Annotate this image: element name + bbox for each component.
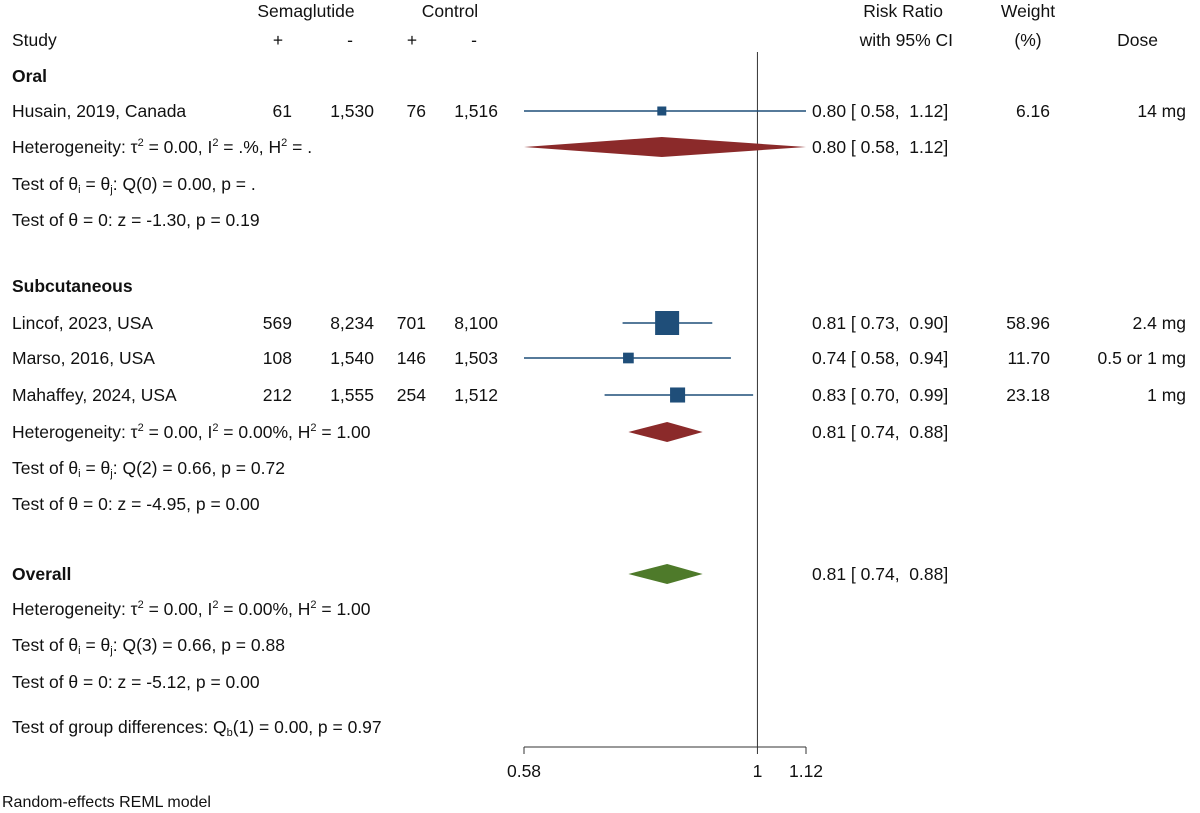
semaglutide-events: 212 bbox=[262, 385, 292, 405]
effect-test: Test of θ = 0: z = -4.95, p = 0.00 bbox=[12, 494, 260, 514]
semaglutide-events: 108 bbox=[262, 348, 292, 368]
risk-ratio-ci: 0.80 [ 0.58, 1.12] bbox=[812, 101, 949, 121]
overall-risk-ratio-ci: 0.81 [ 0.74, 0.88] bbox=[812, 564, 949, 584]
study-effect-marker bbox=[657, 106, 667, 116]
heterogeneity-stat: Heterogeneity: τ2 = 0.00, I2 = 0.00%, H2… bbox=[12, 422, 371, 442]
x-tick-label: 1 bbox=[753, 761, 763, 781]
weight-unit-header: (%) bbox=[1014, 30, 1042, 50]
ci-header: with 95% CI bbox=[859, 30, 953, 50]
group-difference-test: Test of group differences: Qb(1) = 0.00,… bbox=[12, 717, 382, 739]
control-minus-header: - bbox=[471, 30, 477, 50]
semaglutide-non-events: 1,540 bbox=[330, 348, 374, 368]
heterogeneity-stat: Heterogeneity: τ2 = 0.00, I2 = 0.00%, H2… bbox=[12, 599, 371, 619]
risk-ratio-ci: 0.81 [ 0.73, 0.90] bbox=[812, 313, 949, 333]
control-header: Control bbox=[421, 1, 479, 21]
effect-test: Test of θ = 0: z = -5.12, p = 0.00 bbox=[12, 672, 260, 692]
homogeneity-test: Test of θi = θj: Q(3) = 0.66, p = 0.88 bbox=[12, 635, 285, 657]
control-events: 701 bbox=[396, 313, 426, 333]
semaglutide-non-events: 1,530 bbox=[330, 101, 374, 121]
subcutaneous-pooled-diamond bbox=[628, 422, 703, 442]
control-non-events: 1,516 bbox=[454, 101, 498, 121]
study-name: Mahaffey, 2024, USA bbox=[12, 385, 177, 405]
study-header: Study bbox=[12, 30, 57, 50]
dose-value: 2.4 mg bbox=[1132, 313, 1187, 333]
subcutaneous-group-label: Subcutaneous bbox=[12, 276, 133, 296]
weight-value: 58.96 bbox=[1006, 313, 1050, 333]
semaglutide-non-events: 1,555 bbox=[330, 385, 374, 405]
effect-test: Test of θ = 0: z = -1.30, p = 0.19 bbox=[12, 210, 260, 230]
weight-value: 11.70 bbox=[1007, 348, 1051, 368]
semaglutide-plus-header: + bbox=[272, 30, 284, 50]
semaglutide-non-events: 8,234 bbox=[330, 313, 374, 333]
study-name: Marso, 2016, USA bbox=[12, 348, 155, 368]
heterogeneity-stat: Heterogeneity: τ2 = 0.00, I2 = .%, H2 = … bbox=[12, 137, 313, 157]
pooled-risk-ratio-ci: 0.81 [ 0.74, 0.88] bbox=[812, 422, 949, 442]
control-events: 146 bbox=[396, 348, 426, 368]
semaglutide-events: 569 bbox=[262, 313, 292, 333]
x-tick-label: 0.58 bbox=[507, 761, 541, 781]
study-name: Lincof, 2023, USA bbox=[12, 313, 154, 333]
study-effect-marker bbox=[655, 311, 680, 335]
dose-value: 1 mg bbox=[1147, 385, 1186, 405]
semaglutide-header: Semaglutide bbox=[257, 1, 355, 21]
weight-value: 23.18 bbox=[1006, 385, 1050, 405]
control-non-events: 1,503 bbox=[454, 348, 498, 368]
control-non-events: 1,512 bbox=[454, 385, 498, 405]
oral-pooled-diamond bbox=[524, 137, 806, 157]
homogeneity-test: Test of θi = θj: Q(0) = 0.00, p = . bbox=[12, 174, 256, 196]
x-tick-label: 1.12 bbox=[789, 761, 823, 781]
control-non-events: 8,100 bbox=[454, 313, 498, 333]
overall-label: Overall bbox=[12, 564, 72, 584]
control-plus-header: + bbox=[406, 30, 418, 50]
control-events: 76 bbox=[406, 101, 426, 121]
weight-header: Weight bbox=[1000, 1, 1056, 21]
study-effect-marker bbox=[670, 387, 686, 403]
dose-header: Dose bbox=[1117, 30, 1158, 50]
dose-value: 14 mg bbox=[1137, 101, 1186, 121]
risk-ratio-header: Risk Ratio bbox=[863, 1, 943, 21]
model-footnote: Random-effects REML model bbox=[2, 794, 211, 811]
semaglutide-events: 61 bbox=[272, 101, 292, 121]
semaglutide-minus-header: - bbox=[347, 30, 353, 50]
overall-pooled-diamond bbox=[628, 564, 703, 584]
control-events: 254 bbox=[396, 385, 426, 405]
study-name: Husain, 2019, Canada bbox=[12, 101, 187, 121]
risk-ratio-ci: 0.74 [ 0.58, 0.94] bbox=[812, 348, 949, 368]
homogeneity-test: Test of θi = θj: Q(2) = 0.66, p = 0.72 bbox=[12, 458, 285, 480]
study-effect-marker bbox=[623, 352, 634, 364]
risk-ratio-ci: 0.83 [ 0.70, 0.99] bbox=[812, 385, 949, 405]
dose-value: 0.5 or 1 mg bbox=[1097, 348, 1186, 368]
weight-value: 6.16 bbox=[1015, 101, 1050, 121]
pooled-risk-ratio-ci: 0.80 [ 0.58, 1.12] bbox=[812, 137, 949, 157]
oral-group-label: Oral bbox=[12, 66, 48, 86]
